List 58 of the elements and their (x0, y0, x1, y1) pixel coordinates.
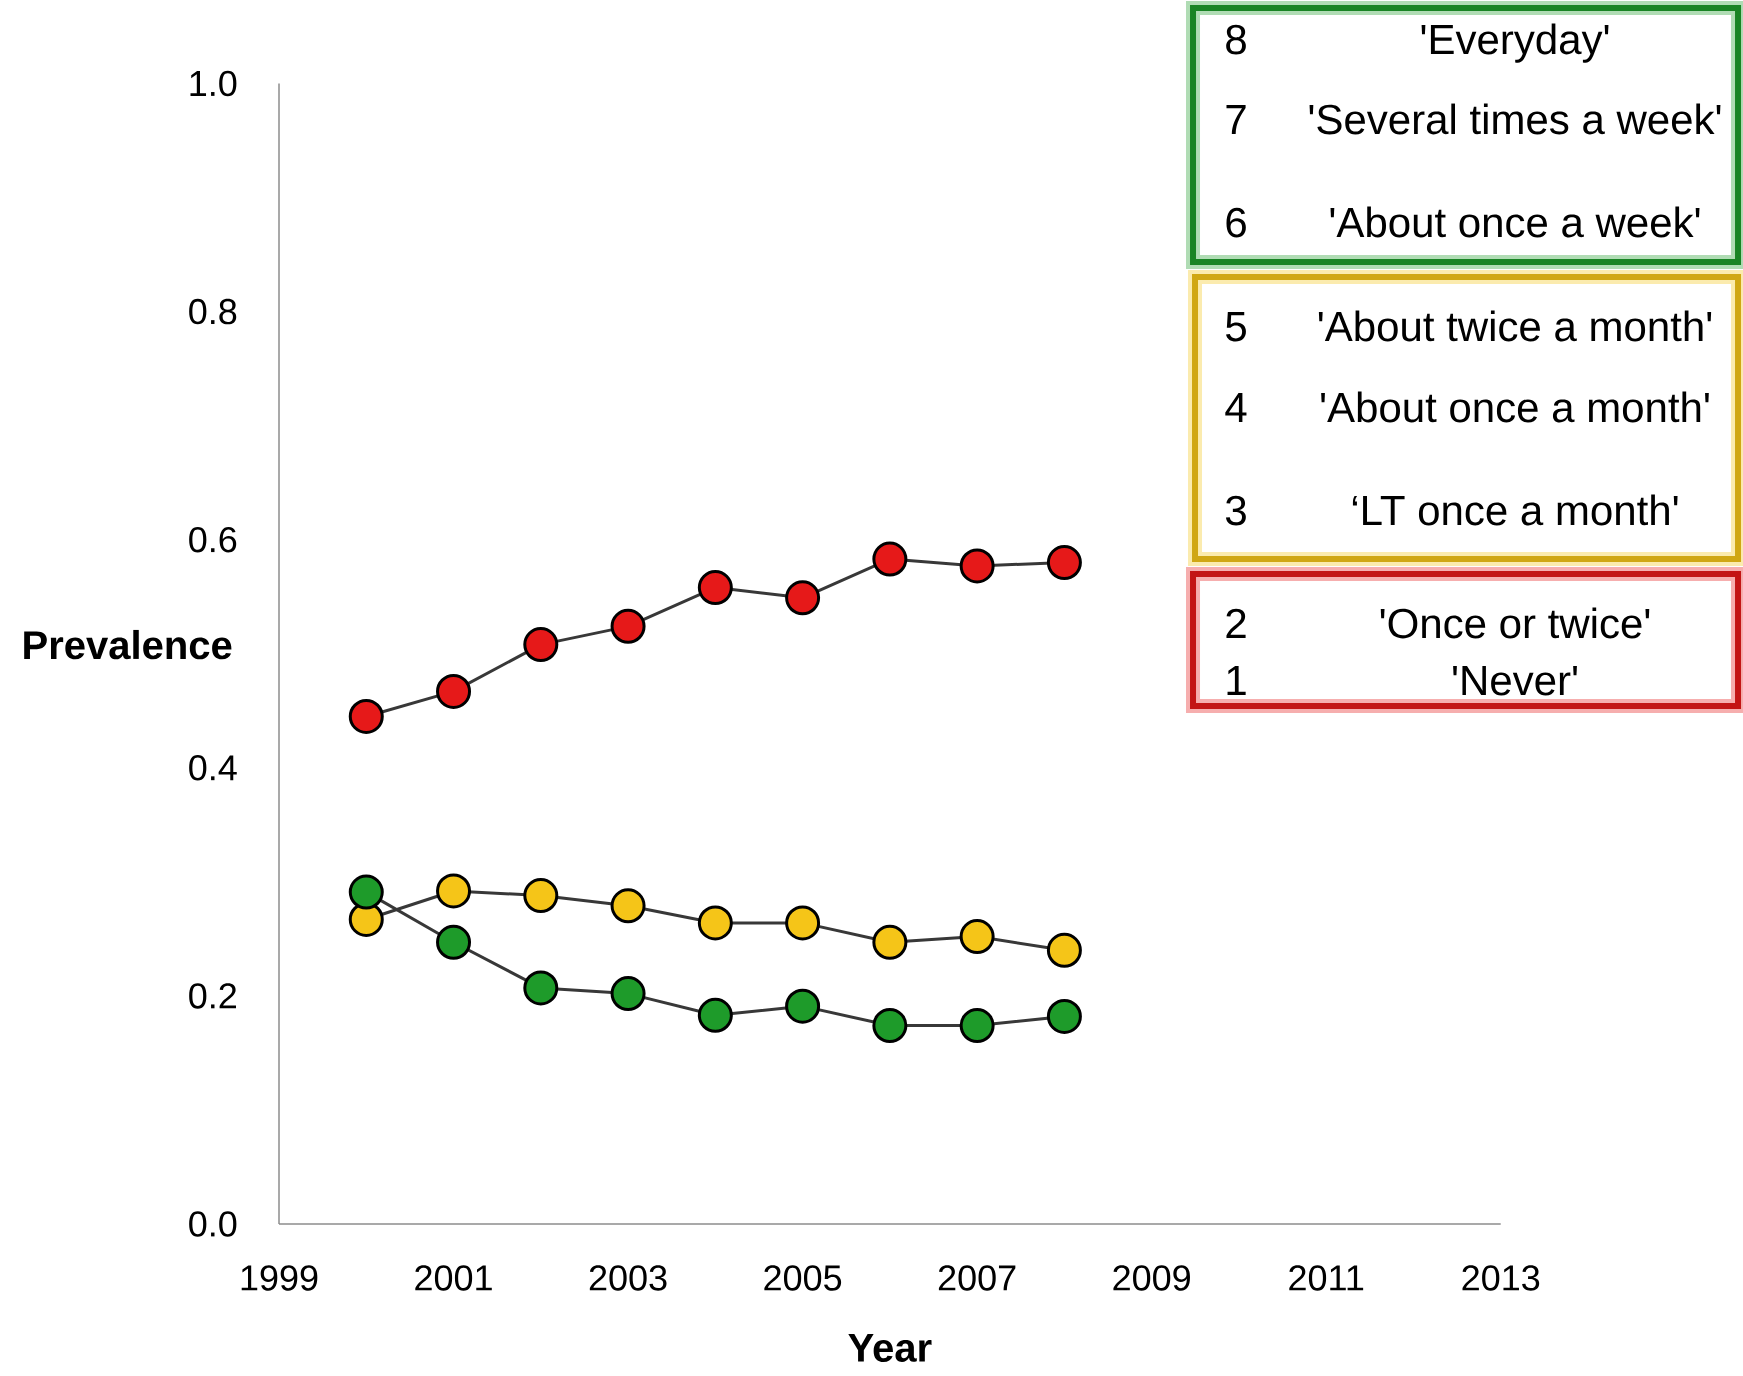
point (436, 873, 472, 909)
point (785, 988, 821, 1024)
annotation: 7 (1226, 105, 1246, 134)
annotation: 1 (1227, 666, 1246, 695)
annotation: 3 (1225, 495, 1246, 526)
point (697, 997, 733, 1033)
point (959, 919, 995, 955)
point (610, 976, 646, 1012)
point (872, 924, 908, 960)
point (785, 580, 821, 616)
y-tick-label: 0.0 (189, 1211, 237, 1237)
annotation: ‘LT once a month' (1352, 494, 1678, 526)
annotation: 6 (1226, 207, 1246, 238)
point (959, 1008, 995, 1044)
x-tick-label: 2011 (1289, 1265, 1364, 1291)
annotation: 'Once or twice' (1380, 607, 1650, 639)
annotation: 'About once a month' (1321, 391, 1709, 423)
point (436, 924, 472, 960)
point (872, 541, 908, 577)
text: 'Everyday' (1421, 23, 1609, 63)
y-tick-label: 0.6 (189, 526, 237, 553)
x-tick-label: 2007 (938, 1265, 1016, 1291)
point (436, 673, 472, 709)
point (697, 905, 733, 941)
annotation: 'Several times a week' (1309, 103, 1721, 135)
point (1046, 998, 1082, 1034)
y-tick-label: 0.2 (189, 983, 236, 1009)
point (610, 608, 646, 644)
point (523, 627, 559, 663)
x-tick-label: 2001 (415, 1265, 492, 1291)
point (872, 1008, 908, 1044)
x-tick-label: 2013 (1462, 1265, 1540, 1291)
annotation: 2 (1226, 608, 1246, 638)
point (785, 905, 821, 941)
annotation: 4 (1225, 393, 1247, 422)
point (348, 874, 384, 910)
annotation: 'About twice a month' (1318, 310, 1712, 342)
point (959, 548, 995, 584)
point (610, 888, 646, 924)
point (1046, 932, 1082, 968)
x-tick-label: 2003 (589, 1265, 667, 1291)
y-tick-label: 1.0 (190, 70, 237, 97)
annotation: 'About once a week' (1330, 206, 1700, 238)
annotation: 5 (1226, 312, 1246, 342)
point (697, 570, 733, 606)
x-tick-label: 2005 (764, 1265, 842, 1291)
point (523, 970, 559, 1006)
annotation: 'Never' (1453, 666, 1577, 696)
point (523, 878, 559, 914)
y-axis-title: Prevalence (24, 629, 232, 660)
x-axis-title: Year (848, 1334, 932, 1362)
point (1046, 545, 1082, 580)
y-tick-label: 0.8 (189, 298, 237, 325)
point (348, 698, 384, 734)
y-tick-label: 0.4 (189, 755, 237, 781)
x-tick-label: 2009 (1113, 1265, 1190, 1291)
x-tick-label: 1999 (241, 1265, 318, 1291)
text: 8 (1226, 24, 1246, 55)
